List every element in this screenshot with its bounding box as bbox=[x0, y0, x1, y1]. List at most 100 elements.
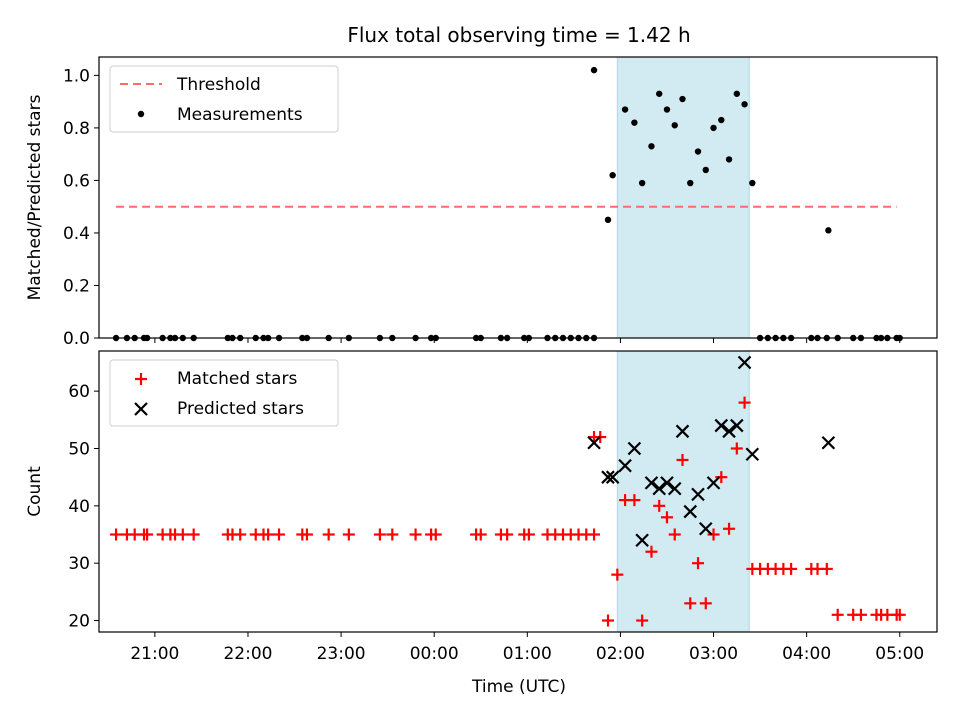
x-tick-label: 03:00 bbox=[689, 644, 738, 664]
matched-star-point bbox=[611, 568, 624, 581]
ratio-panel: 0.0 0.2 0.4 0.6 0.8 1.0 Matched/Predicted sta… bbox=[25, 56, 938, 349]
matched-star-point bbox=[831, 608, 844, 621]
predicted-star-point bbox=[644, 476, 659, 490]
measurement-point bbox=[648, 143, 655, 150]
measurement-point bbox=[694, 148, 702, 155]
matched-star-point bbox=[588, 528, 601, 541]
count-panel-span bbox=[616, 350, 750, 633]
matched-star-point bbox=[645, 545, 658, 558]
matched-star-point bbox=[322, 528, 335, 541]
matched-star-point bbox=[602, 614, 615, 627]
matched-star-point bbox=[234, 528, 247, 541]
matched-star-point bbox=[893, 608, 906, 621]
matched-star-point bbox=[522, 528, 535, 541]
matched-star-point bbox=[820, 562, 833, 575]
legend-threshold-label: Threshold bbox=[176, 75, 261, 95]
matched-star-point bbox=[668, 528, 681, 541]
x-tick-label: 01:00 bbox=[503, 644, 552, 664]
measurement-point bbox=[825, 227, 832, 234]
matched-star-point bbox=[636, 614, 649, 627]
predicted-star-point bbox=[605, 470, 620, 484]
matched-star-point bbox=[676, 453, 689, 466]
measurement-point bbox=[702, 166, 709, 174]
matched-star-point bbox=[854, 608, 867, 621]
count-panel: 20 30 40 50 60 21:00 22:00 23:00 00:00 01:00 02:0… bbox=[25, 350, 938, 697]
measurement-point bbox=[749, 179, 756, 187]
measurement-point bbox=[609, 171, 616, 179]
y-tick-label: 60 bbox=[68, 382, 90, 402]
matched-star-point bbox=[707, 528, 720, 541]
chart-title: Flux total observing time = 1.42 h bbox=[347, 23, 690, 47]
y-tick-label: 50 bbox=[68, 439, 90, 459]
predicted-star-point bbox=[698, 521, 713, 536]
legend-matched-swatch bbox=[135, 373, 147, 385]
measurement-point bbox=[656, 90, 663, 97]
matched-star-point bbox=[176, 528, 189, 541]
matched-star-point bbox=[699, 597, 712, 610]
count-legend: Matched stars Predicted stars bbox=[109, 359, 339, 427]
legend-matched-label: Matched stars bbox=[177, 369, 297, 389]
x-tick-label: 22:00 bbox=[223, 644, 272, 664]
predicted-star-point bbox=[675, 424, 690, 439]
matched-star-point bbox=[628, 494, 641, 507]
y-tick-label: 20 bbox=[68, 612, 90, 632]
matched-star-point bbox=[785, 562, 798, 575]
predicted-star-point bbox=[635, 533, 649, 548]
predicted-star-point bbox=[660, 476, 674, 490]
x-tick-label: 21:00 bbox=[130, 644, 179, 664]
y-tick-label: 0.0 bbox=[63, 329, 90, 349]
measurement-point bbox=[638, 179, 646, 187]
x-axis-label: Time (UTC) bbox=[471, 677, 566, 697]
measurement-point bbox=[725, 156, 733, 163]
predicted-star-point bbox=[683, 504, 698, 519]
x-tick-label: 05:00 bbox=[875, 644, 924, 664]
measurement-point bbox=[663, 106, 671, 113]
y-tick-label: 40 bbox=[68, 497, 90, 517]
matched-star-point bbox=[386, 528, 399, 541]
matched-star-point bbox=[715, 471, 728, 484]
matched-star-point bbox=[730, 442, 743, 455]
measurement-point bbox=[733, 90, 741, 97]
count-legend-box bbox=[109, 359, 339, 427]
x-tick-label: 23:00 bbox=[317, 644, 366, 664]
matched-star-point bbox=[653, 499, 666, 512]
predicted-star-point bbox=[587, 435, 601, 450]
predicted-star-point bbox=[722, 424, 736, 439]
predicted-star-point bbox=[627, 441, 642, 456]
predicted-star-point bbox=[618, 458, 632, 473]
x-tick-label: 00:00 bbox=[410, 644, 459, 664]
matched-star-point bbox=[373, 528, 386, 541]
matched-star-point bbox=[660, 511, 673, 524]
ratio-y-axis-label: Matched/Predicted stars bbox=[25, 94, 45, 300]
predicted-star-point bbox=[601, 470, 615, 484]
matched-star-point bbox=[684, 597, 697, 610]
y-tick-label: 0.8 bbox=[63, 119, 90, 139]
x-tick-label: 04:00 bbox=[782, 644, 831, 664]
measurement-point bbox=[590, 66, 598, 74]
matched-star-point bbox=[342, 528, 355, 541]
ratio-panel-frame bbox=[98, 56, 938, 339]
legend-predicted-swatch bbox=[134, 402, 148, 416]
predicted-star-point bbox=[821, 435, 836, 450]
y-tick-label: 1.0 bbox=[63, 66, 90, 86]
matched-star-point bbox=[474, 528, 487, 541]
y-tick-label: 0.2 bbox=[63, 276, 90, 296]
matched-star-point bbox=[141, 528, 154, 541]
matched-star-point bbox=[501, 528, 514, 541]
measurement-point bbox=[671, 122, 678, 129]
matched-star-point bbox=[110, 528, 123, 541]
y-tick-label: 0.6 bbox=[63, 171, 90, 191]
predicted-star-point bbox=[714, 418, 729, 433]
predicted-star-point bbox=[745, 447, 760, 462]
measurement-point bbox=[718, 116, 725, 124]
count-panel-frame bbox=[98, 350, 938, 633]
measurement-point bbox=[687, 179, 694, 187]
matched-star-point bbox=[273, 528, 286, 541]
measurement-point bbox=[631, 119, 638, 126]
matched-star-point bbox=[738, 396, 751, 409]
measurement-point bbox=[710, 124, 717, 132]
measurement-point bbox=[621, 106, 629, 113]
matched-star-point bbox=[300, 528, 313, 541]
predicted-star-point bbox=[706, 476, 721, 490]
